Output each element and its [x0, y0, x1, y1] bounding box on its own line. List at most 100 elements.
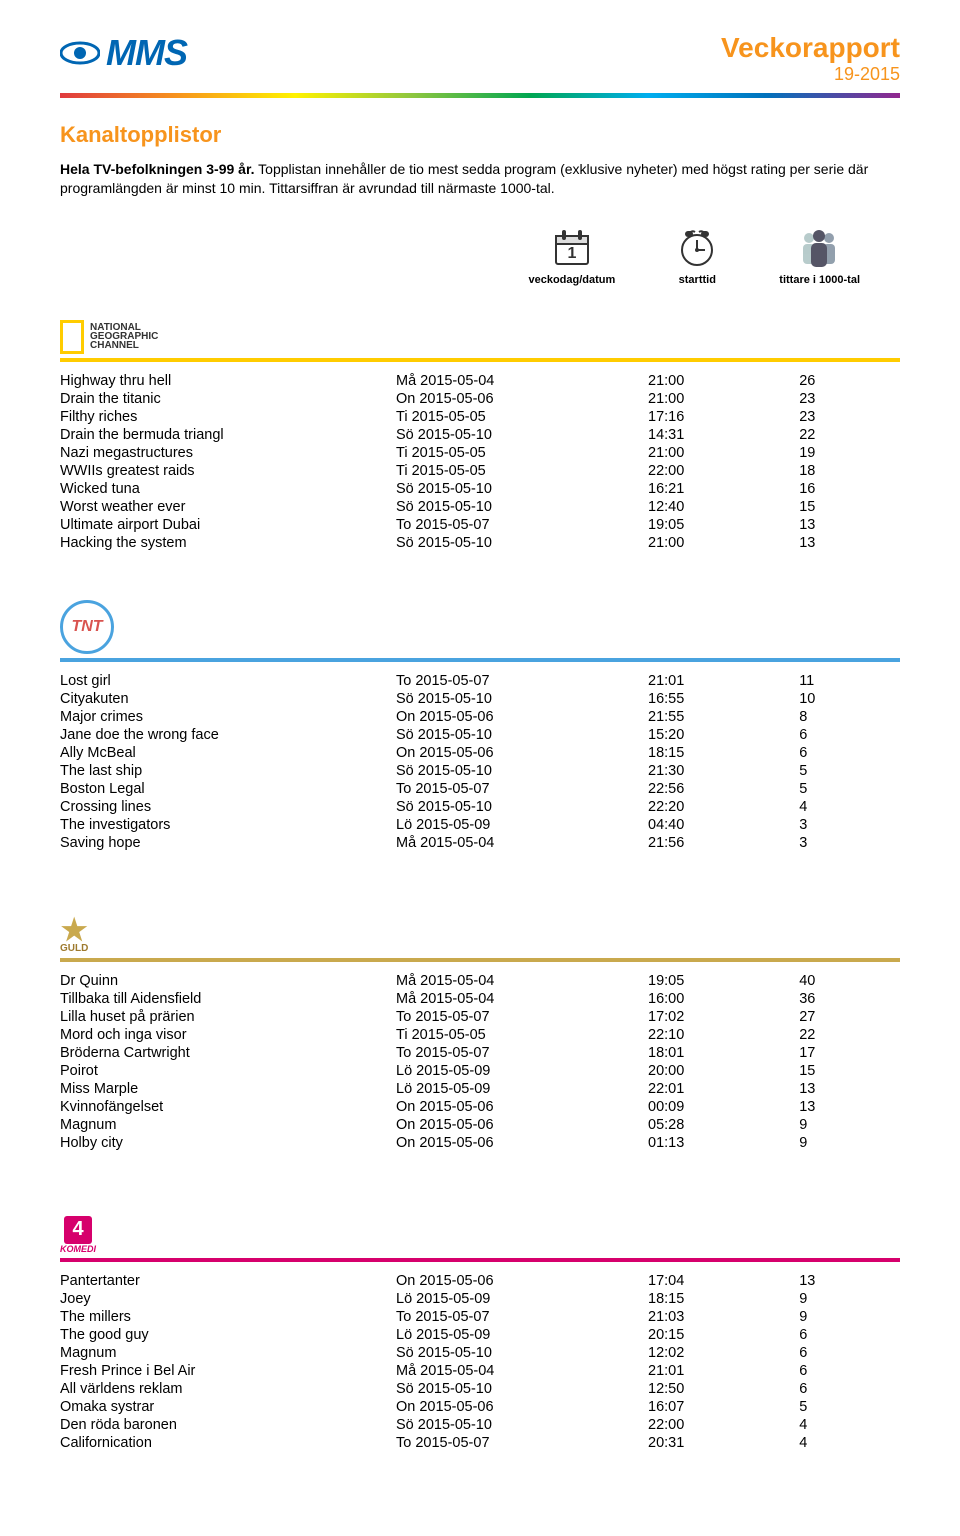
program-date: Må 2015-05-04: [396, 972, 648, 990]
program-time: 16:21: [648, 480, 799, 498]
program-name: Kvinnofängelset: [60, 1098, 396, 1116]
intro-text: Hela TV-befolkningen 3-99 år. Topplistan…: [60, 160, 900, 198]
program-viewers: 17: [799, 1044, 900, 1062]
program-viewers: 23: [799, 408, 900, 426]
program-viewers: 5: [799, 1398, 900, 1416]
table-row: Ally McBealOn 2015-05-0618:156: [60, 744, 900, 762]
program-viewers: 6: [799, 1326, 900, 1344]
table-row: Boston LegalTo 2015-05-0722:565: [60, 780, 900, 798]
program-viewers: 22: [799, 426, 900, 444]
program-date: Ti 2015-05-05: [396, 444, 648, 462]
channel-block: TNTLost girlTo 2015-05-0721:0111Cityakut…: [60, 596, 900, 852]
program-time: 05:28: [648, 1116, 799, 1134]
legend-date-label: veckodag/datum: [528, 274, 615, 286]
table-row: The millersTo 2015-05-0721:039: [60, 1308, 900, 1326]
program-name: Ultimate airport Dubai: [60, 516, 396, 534]
program-date: To 2015-05-07: [396, 780, 648, 798]
program-date: On 2015-05-06: [396, 390, 648, 408]
table-row: Miss MarpleLö 2015-05-0922:0113: [60, 1080, 900, 1098]
report-label: Veckorapport: [721, 32, 900, 64]
program-date: Ti 2015-05-05: [396, 1026, 648, 1044]
table-row: Nazi megastructuresTi 2015-05-0521:0019: [60, 444, 900, 462]
table-row: Jane doe the wrong faceSö 2015-05-1015:2…: [60, 726, 900, 744]
program-date: On 2015-05-06: [396, 1398, 648, 1416]
program-viewers: 27: [799, 1008, 900, 1026]
program-date: Sö 2015-05-10: [396, 1344, 648, 1362]
program-time: 18:15: [648, 744, 799, 762]
program-date: Må 2015-05-04: [396, 834, 648, 852]
program-time: 21:01: [648, 672, 799, 690]
program-time: 01:13: [648, 1134, 799, 1152]
header: MMS Veckorapport 19-2015: [60, 32, 900, 85]
table-row: KvinnofängelsetOn 2015-05-0600:0913: [60, 1098, 900, 1116]
program-name: WWIIs greatest raids: [60, 462, 396, 480]
program-date: Lö 2015-05-09: [396, 1080, 648, 1098]
program-name: Drain the titanic: [60, 390, 396, 408]
logo-text: MMS: [106, 32, 187, 74]
program-date: Ti 2015-05-05: [396, 462, 648, 480]
program-name: Wicked tuna: [60, 480, 396, 498]
program-date: Sö 2015-05-10: [396, 534, 648, 552]
program-time: 00:09: [648, 1098, 799, 1116]
program-name: Lilla huset på prärien: [60, 1008, 396, 1026]
program-name: Mord och inga visor: [60, 1026, 396, 1044]
program-time: 21:03: [648, 1308, 799, 1326]
program-viewers: 6: [799, 1362, 900, 1380]
program-name: Tillbaka till Aidensfield: [60, 990, 396, 1008]
people-icon: [795, 226, 845, 270]
program-time: 17:04: [648, 1272, 799, 1290]
eye-icon: [60, 40, 100, 66]
table-row: Crossing linesSö 2015-05-1022:204: [60, 798, 900, 816]
program-time: 21:00: [648, 372, 799, 390]
intro-bold: Hela TV-befolkningen 3-99 år.: [60, 161, 255, 177]
program-time: 21:01: [648, 1362, 799, 1380]
program-viewers: 3: [799, 816, 900, 834]
program-viewers: 9: [799, 1290, 900, 1308]
channel-logo-row: 4KOMEDI: [60, 1196, 900, 1258]
program-time: 14:31: [648, 426, 799, 444]
program-name: Poirot: [60, 1062, 396, 1080]
table-row: Saving hopeMå 2015-05-0421:563: [60, 834, 900, 852]
program-time: 21:56: [648, 834, 799, 852]
program-time: 21:00: [648, 534, 799, 552]
channel-block: 4KOMEDIPantertanterOn 2015-05-0617:0413J…: [60, 1196, 900, 1452]
program-viewers: 13: [799, 1080, 900, 1098]
program-time: 17:16: [648, 408, 799, 426]
program-time: 20:00: [648, 1062, 799, 1080]
program-date: To 2015-05-07: [396, 1008, 648, 1026]
program-viewers: 10: [799, 690, 900, 708]
program-name: Drain the bermuda triangl: [60, 426, 396, 444]
table-row: PoirotLö 2015-05-0920:0015: [60, 1062, 900, 1080]
table-row: Filthy richesTi 2015-05-0517:1623: [60, 408, 900, 426]
program-date: Må 2015-05-04: [396, 372, 648, 390]
legend-viewers-label: tittare i 1000-tal: [779, 274, 860, 286]
legend-time: starttid: [675, 226, 719, 286]
program-name: Californication: [60, 1434, 396, 1452]
program-name: The investigators: [60, 816, 396, 834]
table-row: Hacking the systemSö 2015-05-1021:0013: [60, 534, 900, 552]
program-date: To 2015-05-07: [396, 1434, 648, 1452]
table-row: CalifornicationTo 2015-05-0720:314: [60, 1434, 900, 1452]
program-time: 21:55: [648, 708, 799, 726]
program-name: All världens reklam: [60, 1380, 396, 1398]
program-date: Sö 2015-05-10: [396, 690, 648, 708]
program-viewers: 9: [799, 1308, 900, 1326]
program-time: 22:01: [648, 1080, 799, 1098]
program-date: Sö 2015-05-10: [396, 1416, 648, 1434]
program-viewers: 15: [799, 1062, 900, 1080]
tnt-logo: TNT: [60, 600, 114, 654]
table-row: MagnumOn 2015-05-0605:289: [60, 1116, 900, 1134]
program-date: Sö 2015-05-10: [396, 798, 648, 816]
program-viewers: 8: [799, 708, 900, 726]
program-name: Jane doe the wrong face: [60, 726, 396, 744]
program-viewers: 6: [799, 1344, 900, 1362]
program-time: 19:05: [648, 972, 799, 990]
program-time: 16:07: [648, 1398, 799, 1416]
channel-logo-row: ★GULD: [60, 896, 900, 958]
program-table: PantertanterOn 2015-05-0617:0413JoeyLö 2…: [60, 1272, 900, 1452]
program-viewers: 6: [799, 726, 900, 744]
table-row: JoeyLö 2015-05-0918:159: [60, 1290, 900, 1308]
program-name: Joey: [60, 1290, 396, 1308]
program-viewers: 5: [799, 780, 900, 798]
program-time: 19:05: [648, 516, 799, 534]
